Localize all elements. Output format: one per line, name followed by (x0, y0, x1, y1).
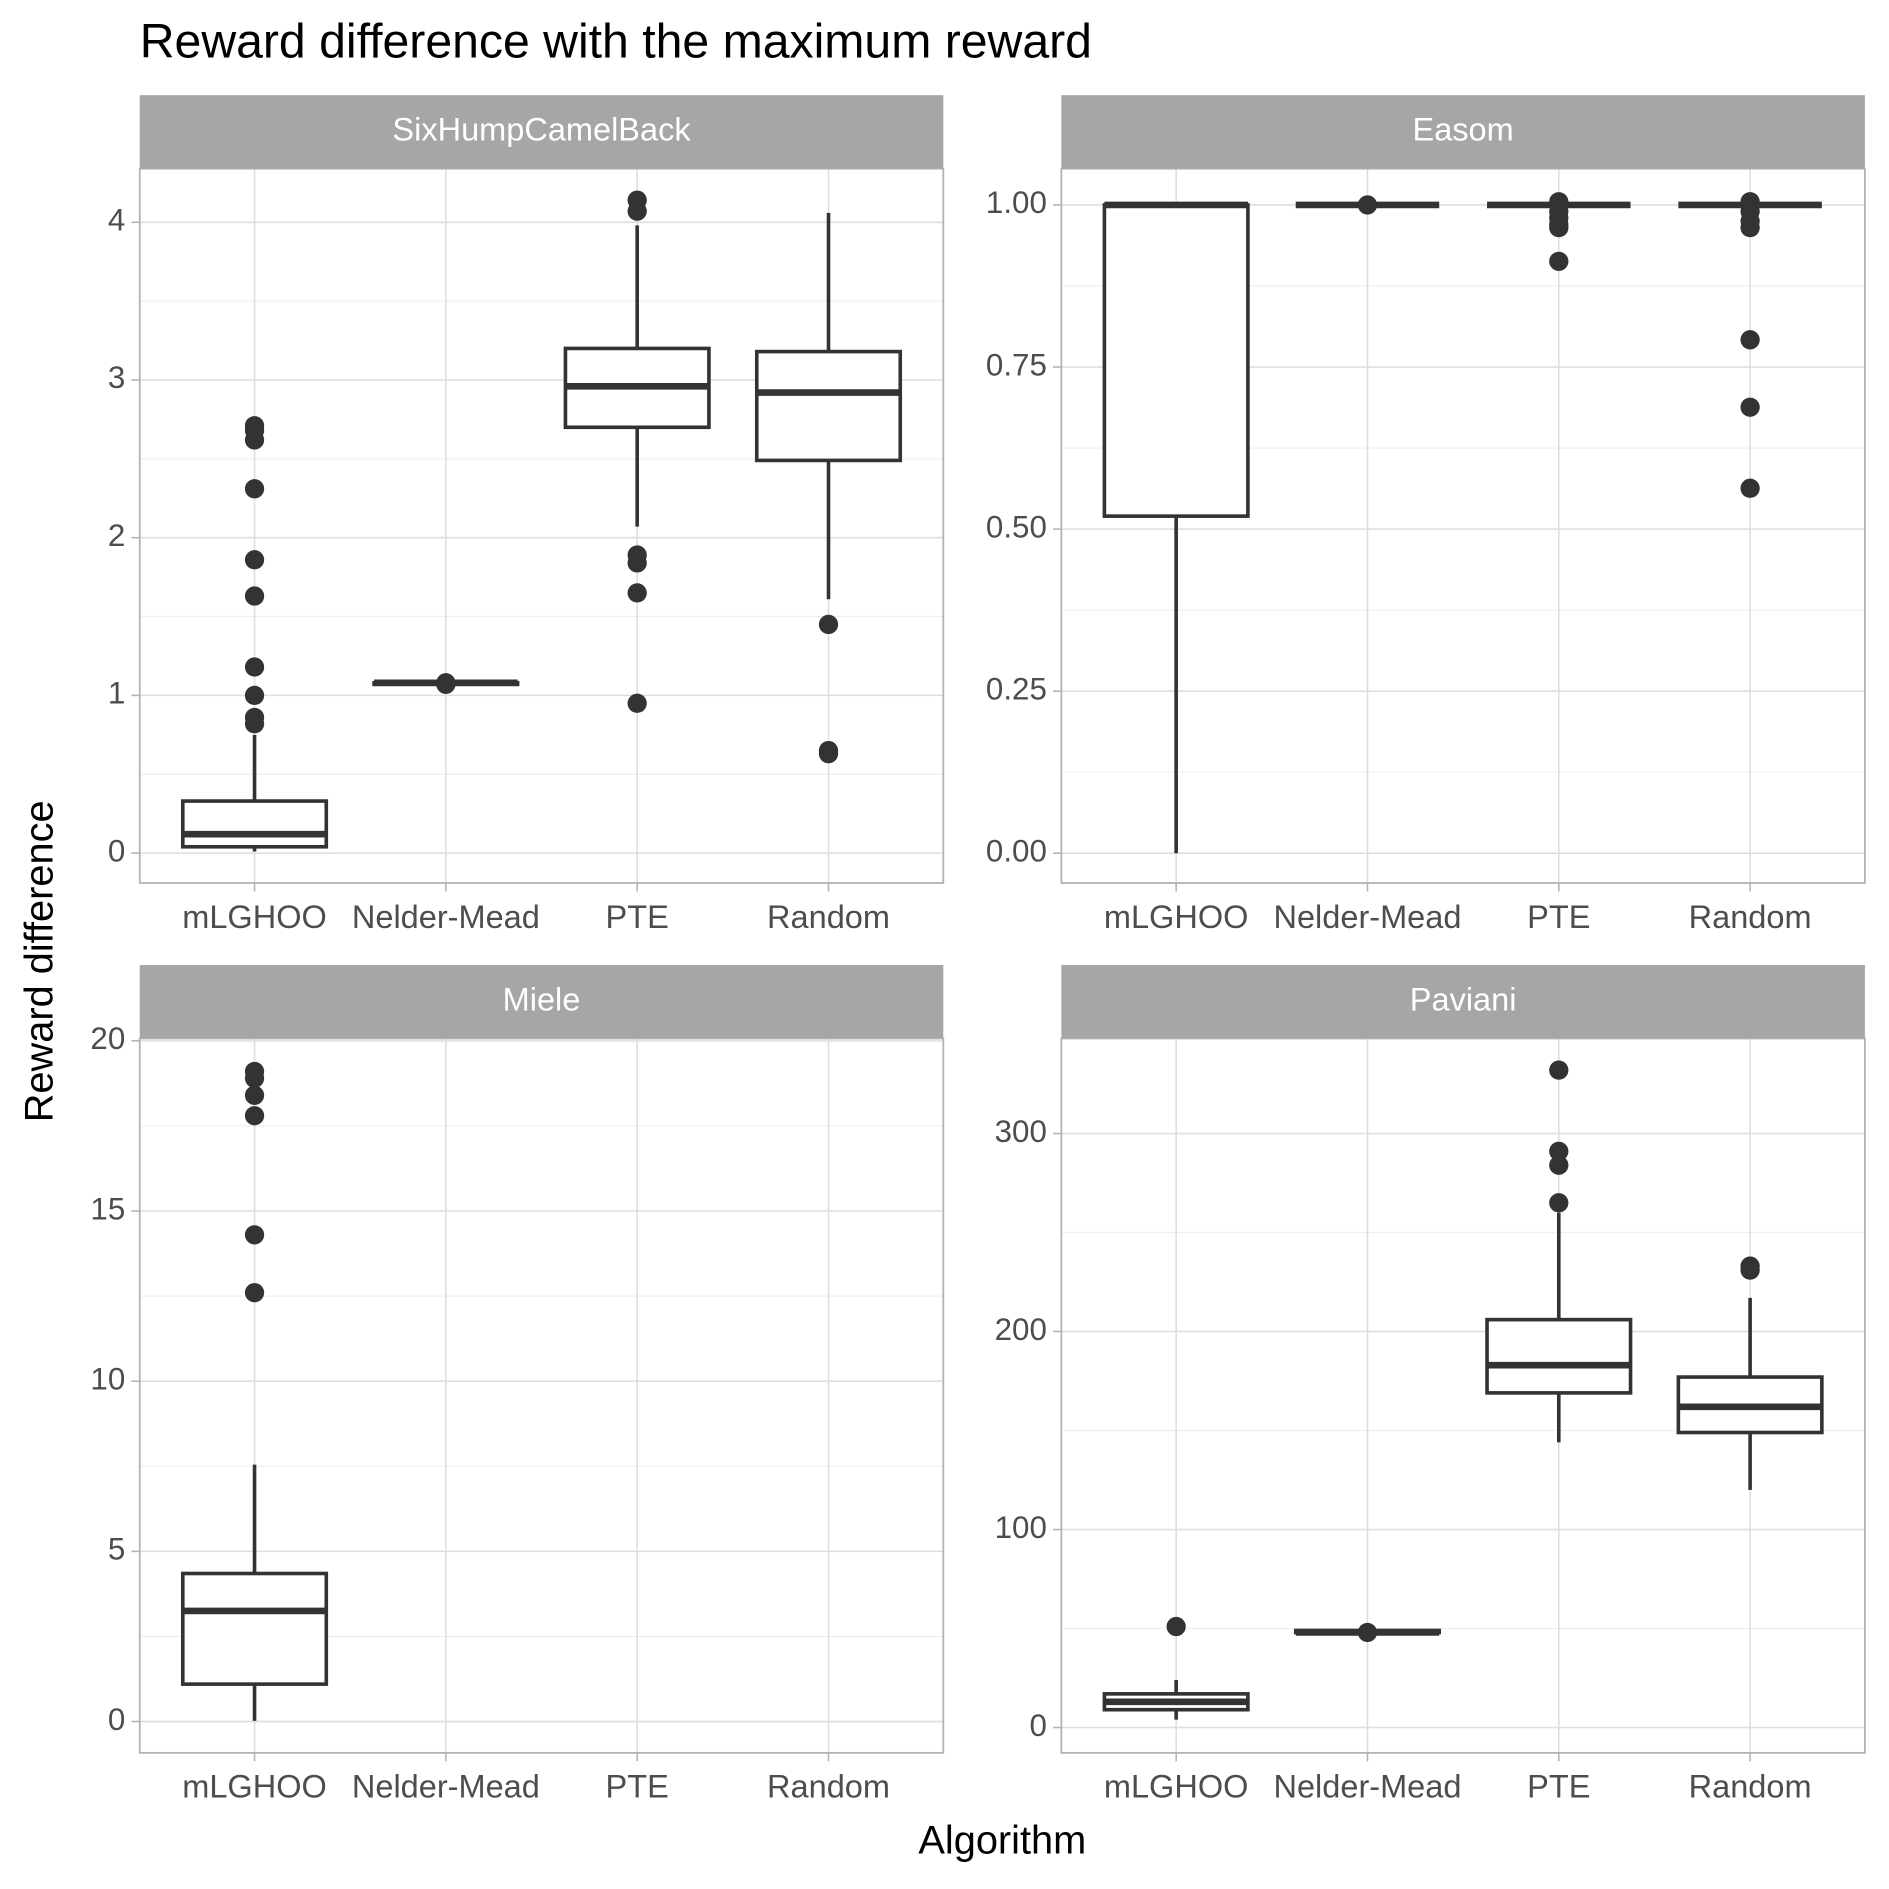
x-tick-label: mLGHOO (182, 1769, 327, 1805)
outlier (244, 657, 265, 677)
box (180, 1571, 329, 1686)
y-tick-label: 0.00 (986, 834, 1047, 869)
x-tick-label: Random (1689, 1769, 1812, 1805)
strip (139, 95, 944, 169)
x-tick-label: mLGHOO (1104, 899, 1249, 935)
outlier (1740, 397, 1760, 417)
x-tick-label: Random (767, 1769, 890, 1805)
outlier (627, 583, 647, 603)
x-tick-label: PTE (606, 1769, 669, 1805)
box (1102, 203, 1250, 518)
outlier (244, 1106, 265, 1126)
outlier (1357, 1622, 1378, 1643)
outlier (1549, 1060, 1569, 1080)
x-tick-label: mLGHOO (182, 899, 327, 935)
x-tick-label: Random (767, 899, 890, 935)
y-tick-label: 300 (995, 1114, 1047, 1149)
outlier (244, 1283, 265, 1303)
y-axis-title: Reward difference (18, 800, 62, 1122)
strip-label: Paviani (1410, 981, 1517, 1017)
outlier (1166, 1616, 1186, 1637)
y-tick-label: 0 (1029, 1708, 1046, 1743)
strip-label: Miele (503, 981, 581, 1017)
y-tick-label: 0 (108, 1702, 125, 1737)
x-tick-label: PTE (1527, 1769, 1590, 1805)
y-tick-label: 4 (108, 203, 125, 238)
y-tick-label: 1 (108, 676, 125, 711)
box (1485, 1317, 1633, 1395)
outlier (436, 674, 456, 694)
outlier (244, 685, 265, 706)
outlier (244, 550, 265, 570)
y-tick-label: 1.00 (986, 185, 1047, 220)
outlier (627, 693, 647, 713)
outlier (818, 614, 839, 635)
outlier (627, 553, 647, 573)
strip (1061, 964, 1865, 1039)
y-tick-label: 0.25 (986, 671, 1047, 706)
strip (139, 964, 944, 1039)
outlier (1740, 1260, 1760, 1280)
outlier (1357, 195, 1378, 215)
x-tick-label: Nelder-Mead (1273, 899, 1461, 935)
strip-label: SixHumpCamelBack (392, 112, 691, 148)
y-tick-label: 0.50 (986, 509, 1047, 544)
y-tick-label: 200 (995, 1312, 1047, 1347)
y-tick-label: 100 (995, 1510, 1047, 1545)
outlier (1740, 330, 1760, 350)
outlier (1740, 218, 1760, 238)
outlier (244, 714, 265, 734)
y-tick-label: 2 (108, 518, 125, 553)
outlier (244, 1068, 265, 1088)
outlier (1549, 251, 1569, 272)
y-tick-label: 5 (108, 1532, 125, 1567)
outlier (1549, 1155, 1569, 1175)
outlier (244, 586, 265, 606)
outlier (1740, 478, 1760, 498)
x-tick-label: mLGHOO (1104, 1769, 1249, 1805)
outlier (818, 744, 839, 764)
x-tick-label: PTE (1527, 899, 1590, 935)
y-tick-label: 15 (90, 1191, 125, 1226)
outlier (1549, 1141, 1569, 1161)
outlier (1549, 1193, 1569, 1213)
outlier (244, 430, 265, 450)
x-tick-label: PTE (606, 899, 669, 935)
outlier (1549, 218, 1569, 238)
strip (1061, 95, 1865, 169)
x-tick-label: Nelder-Mead (352, 1769, 540, 1805)
x-tick-label: Nelder-Mead (1273, 1769, 1461, 1805)
y-tick-label: 0.75 (986, 347, 1047, 382)
x-tick-label: Nelder-Mead (352, 899, 540, 935)
chart-title: Reward difference with the maximum rewar… (140, 14, 1092, 68)
y-tick-label: 3 (108, 360, 125, 395)
x-tick-label: Random (1689, 899, 1812, 935)
y-tick-label: 10 (90, 1361, 125, 1396)
y-tick-label: 20 (90, 1021, 125, 1056)
x-axis-title: Algorithm (918, 1819, 1086, 1863)
plot-background (139, 168, 944, 884)
outlier (244, 1085, 265, 1105)
box (180, 799, 329, 849)
box (754, 349, 903, 463)
outlier (244, 1225, 265, 1245)
outlier (627, 201, 647, 221)
y-tick-label: 0 (108, 833, 125, 868)
outlier (244, 479, 265, 499)
strip-label: Easom (1413, 112, 1514, 148)
